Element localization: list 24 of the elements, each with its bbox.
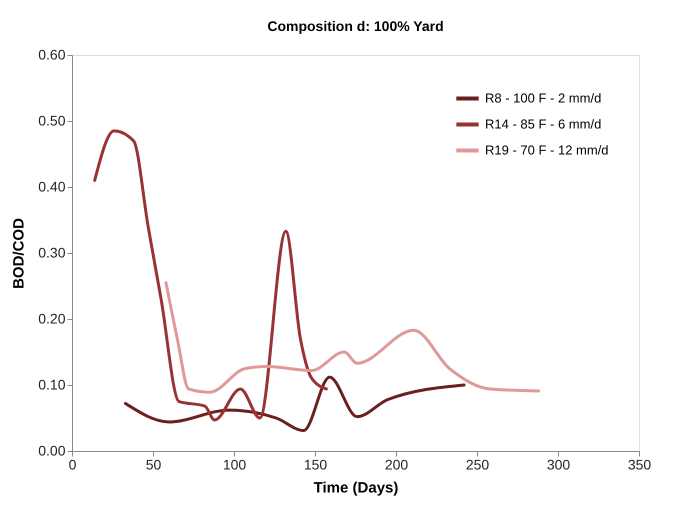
y-tick-label: 0.20 bbox=[38, 310, 66, 326]
x-tick-label: 300 bbox=[546, 456, 570, 472]
legend-label: R14 - 85 F - 6 mm/d bbox=[485, 116, 602, 132]
x-tick-label: 50 bbox=[146, 456, 162, 472]
x-axis-title: Time (Days) bbox=[314, 480, 398, 496]
line-series bbox=[93, 129, 328, 422]
y-tick-label: 0.10 bbox=[38, 376, 66, 392]
x-tick-label: 350 bbox=[628, 456, 652, 472]
y-tick-label: 0.30 bbox=[38, 244, 66, 260]
x-tick-label: 100 bbox=[222, 456, 246, 472]
legend-label: R8 - 100 F - 2 mm/d bbox=[485, 90, 602, 106]
x-tick-label: 150 bbox=[304, 456, 328, 472]
line-series bbox=[124, 376, 466, 432]
y-axis-title: BOD/COD bbox=[10, 218, 28, 289]
x-tick-label: 200 bbox=[384, 456, 408, 472]
legend-label: R19 - 70 F - 12 mm/d bbox=[485, 142, 609, 158]
y-tick-label: 0.60 bbox=[38, 46, 66, 62]
line-series bbox=[164, 281, 540, 394]
y-tick-label: 0.40 bbox=[38, 178, 66, 194]
y-tick-label: 0.50 bbox=[38, 112, 66, 128]
chart-title: Composition d: 100% Yard bbox=[267, 18, 444, 34]
y-tick-label: 0.00 bbox=[38, 442, 66, 458]
x-tick-label: 0 bbox=[68, 456, 77, 472]
x-tick-label: 250 bbox=[466, 456, 490, 472]
